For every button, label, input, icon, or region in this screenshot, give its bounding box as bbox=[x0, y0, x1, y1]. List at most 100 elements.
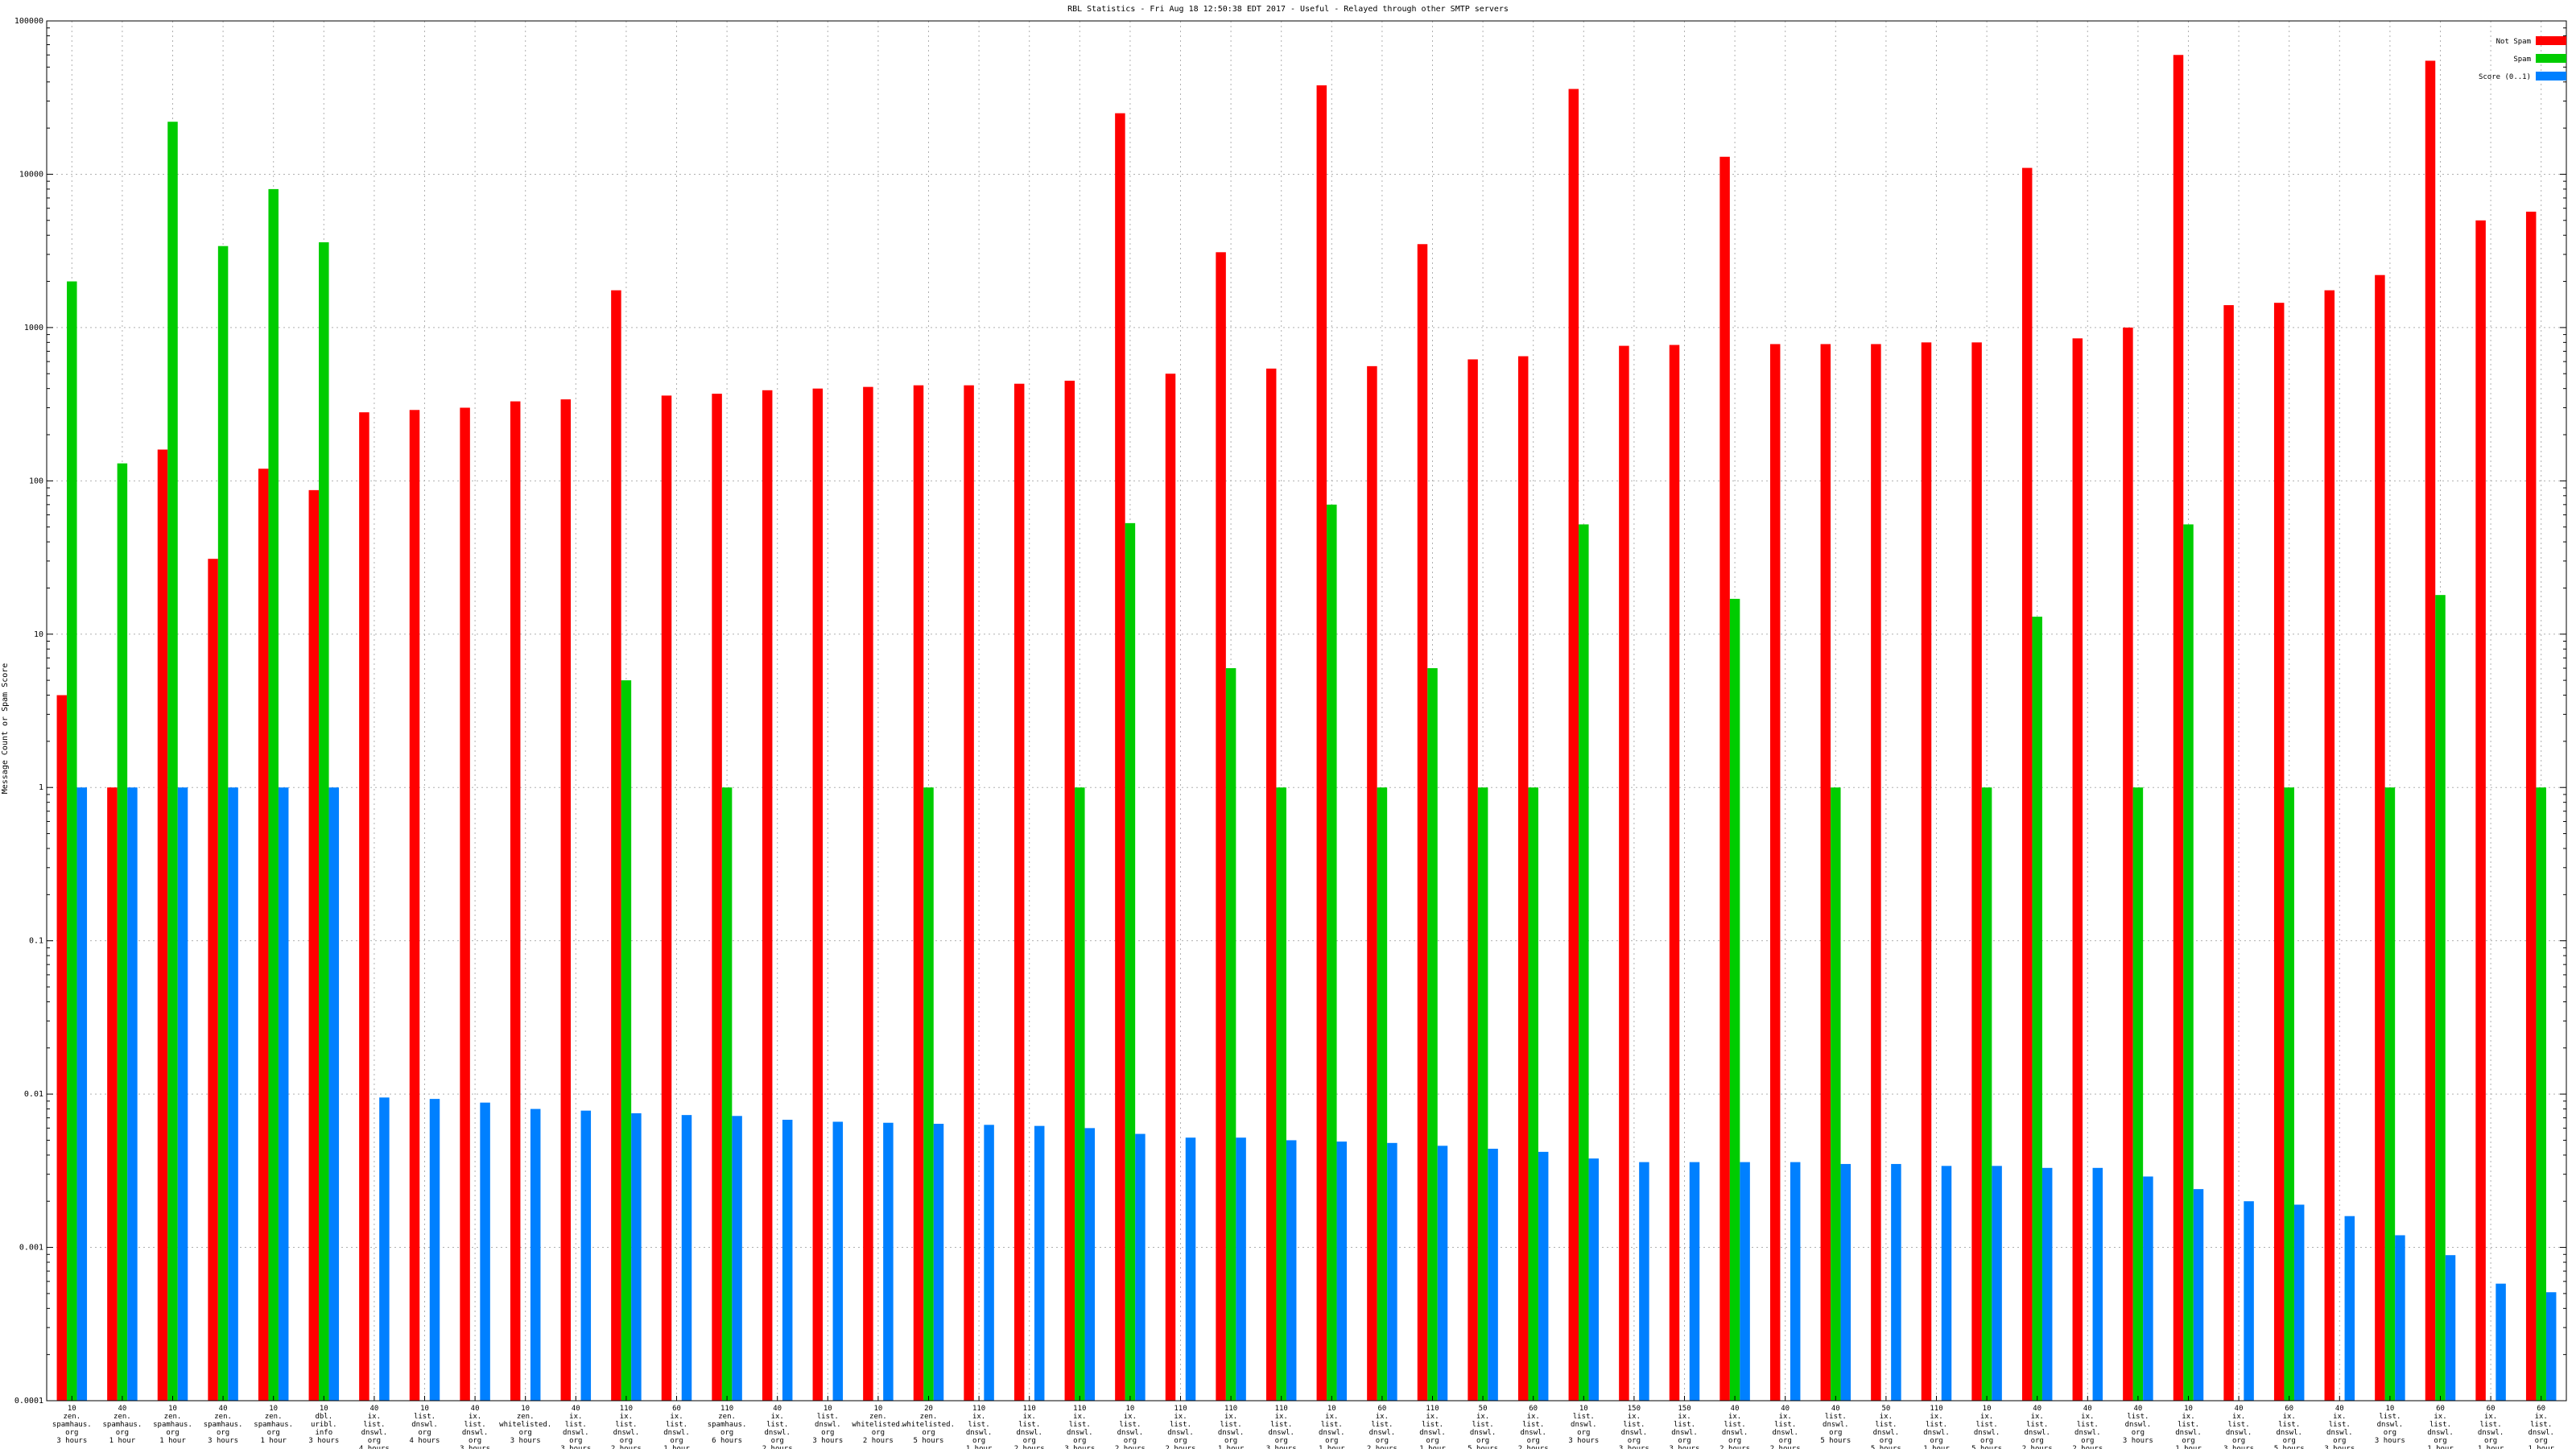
x-category-label-line: 2 hours bbox=[1770, 1445, 1801, 1449]
bar-not-spam bbox=[913, 385, 924, 1402]
x-category-label-line: spamhaus. bbox=[204, 1421, 243, 1429]
x-category-label-line: 3 hours bbox=[510, 1437, 541, 1445]
x-category-label-line: 110 bbox=[1224, 1405, 1237, 1413]
x-category-label-line: org bbox=[1426, 1437, 1439, 1445]
x-category-label-line: org bbox=[2333, 1437, 2346, 1445]
x-category-label-line: org bbox=[2132, 1429, 2145, 1437]
x-category-label-line: 2 hours bbox=[863, 1437, 894, 1445]
x-category-label-line: 3 hours bbox=[308, 1437, 339, 1445]
legend-swatch bbox=[2536, 54, 2566, 63]
x-category-label-line: 40 bbox=[2335, 1405, 2344, 1413]
x-category-label-line: ix. bbox=[1073, 1413, 1086, 1421]
bar-not-spam bbox=[2475, 220, 2486, 1401]
bar-not-spam bbox=[460, 407, 470, 1401]
x-category-label: 40 ix. list. dnswl. org 3 hours bbox=[2223, 1405, 2254, 1449]
x-category-label-line: dnswl. bbox=[1873, 1429, 1900, 1437]
x-category-label-line: 10 bbox=[824, 1405, 832, 1413]
x-category-label-line: 3 hours bbox=[460, 1445, 490, 1449]
x-category-label-line: spamhaus. bbox=[103, 1421, 142, 1429]
x-category-label-line: 60 bbox=[2436, 1405, 2445, 1413]
x-category-label-line: 1 hour bbox=[2478, 1445, 2504, 1449]
x-category-label: 40 zen. spamhaus. org 1 hour bbox=[103, 1405, 142, 1445]
bar-not-spam bbox=[812, 388, 824, 1402]
bar-score-0-1 bbox=[681, 1115, 692, 1401]
bar-score-0-1 bbox=[2193, 1189, 2204, 1401]
x-category-label: 150 ix. list. dnswl. org 3 hours bbox=[1619, 1405, 1649, 1449]
x-category-label-line: org bbox=[368, 1437, 381, 1445]
x-category-label-line: org bbox=[2484, 1437, 2497, 1445]
y-tick-label: 0.01 bbox=[24, 1090, 43, 1099]
x-category-label-line: 110 bbox=[1930, 1405, 1942, 1413]
bar-score-0-1 bbox=[379, 1097, 390, 1401]
x-category-label-line: org bbox=[1880, 1437, 1893, 1445]
bar-spam bbox=[2284, 787, 2294, 1401]
bar-spam bbox=[1225, 668, 1236, 1401]
x-category-label-line: org bbox=[217, 1429, 229, 1437]
bar-spam bbox=[167, 122, 178, 1402]
x-category-label-line: dnswl. bbox=[2377, 1421, 2404, 1429]
bar-not-spam bbox=[1417, 244, 1428, 1401]
x-category-label: 60 ix. list. dnswl. org 2 hours bbox=[1518, 1405, 1549, 1449]
x-category-label-line: org bbox=[519, 1429, 532, 1437]
bar-not-spam bbox=[1769, 344, 1781, 1402]
x-category-label: 40 ix. list. dnswl. org 2 hours bbox=[2072, 1405, 2103, 1449]
x-category-label-line: list. bbox=[2026, 1421, 2048, 1429]
x-category-label-line: ix. bbox=[2484, 1413, 2497, 1421]
x-category-label-line: org bbox=[1829, 1429, 1842, 1437]
x-category-label: 110 ix. list. dnswl. org 2 hours bbox=[1014, 1405, 1045, 1449]
bar-spam bbox=[923, 787, 934, 1401]
x-category-label-line: 3 hours bbox=[1568, 1437, 1599, 1445]
x-category-label-line: dnswl. bbox=[1571, 1421, 1597, 1429]
x-category-label-line: ix. bbox=[1678, 1413, 1690, 1421]
bar-spam bbox=[721, 787, 733, 1401]
x-category-label: 10 list. dnswl. org 3 hours bbox=[1568, 1405, 1599, 1445]
x-category-label: 10 list. dnswl. org 3 hours bbox=[2375, 1405, 2405, 1445]
x-category-label-line: ix. bbox=[2232, 1413, 2245, 1421]
bar-spam bbox=[1729, 598, 1740, 1401]
x-category-label-line: 3 hours bbox=[2223, 1445, 2254, 1449]
x-category-label: 40 ix. list. dnswl. org 2 hours bbox=[1719, 1405, 1750, 1449]
x-category-label-line: 10 bbox=[2184, 1405, 2193, 1413]
bar-score-0-1 bbox=[2445, 1255, 2456, 1401]
x-category-label-line: whitelisted. bbox=[499, 1421, 551, 1429]
x-category-label-line: org bbox=[771, 1437, 784, 1445]
x-category-label-line: 2 hours bbox=[2022, 1445, 2053, 1449]
x-category-label-line: list. bbox=[817, 1413, 839, 1421]
x-category-label-line: 3 hours bbox=[1064, 1445, 1095, 1449]
x-category-label-line: dnswl. bbox=[2125, 1421, 2152, 1429]
x-category-label-line: ix. bbox=[1426, 1413, 1439, 1421]
bar-not-spam bbox=[1316, 85, 1327, 1402]
x-category-label-line: list. bbox=[1119, 1421, 1141, 1429]
x-category-label-line: ix. bbox=[620, 1413, 633, 1421]
x-category-label-line: 40 bbox=[369, 1405, 378, 1413]
x-category-label-line: dnswl. bbox=[2427, 1429, 2454, 1437]
x-category-label-line: 3 hours bbox=[560, 1445, 591, 1449]
x-category-label-line: 2 hours bbox=[2072, 1445, 2103, 1449]
x-category-label: 60 ix. list. dnswl. org 5 hours bbox=[2274, 1405, 2305, 1449]
x-category-label-line: 50 bbox=[1479, 1405, 1488, 1413]
x-category-label: 10 zen. whitelisted. org 2 hours bbox=[852, 1405, 904, 1445]
x-category-label-line: 1 hour bbox=[1218, 1445, 1245, 1449]
x-category-label-line: 60 bbox=[1377, 1405, 1386, 1413]
x-category-label-line: ix. bbox=[2333, 1413, 2346, 1421]
x-category-label-line: 2 hours bbox=[1719, 1445, 1750, 1449]
bar-not-spam bbox=[1165, 374, 1176, 1401]
x-category-label-line: org bbox=[720, 1429, 733, 1437]
x-category-label-line: 40 bbox=[572, 1405, 580, 1413]
y-tick-label: 100 bbox=[29, 477, 43, 485]
x-category-label-line: 40 bbox=[471, 1405, 480, 1413]
x-category-label-line: dnswl. bbox=[1671, 1429, 1698, 1437]
bar-not-spam bbox=[2273, 303, 2285, 1402]
x-category-label-line: 110 bbox=[720, 1405, 733, 1413]
x-category-label-line: dnswl. bbox=[1117, 1429, 1144, 1437]
x-category-label-line: 110 bbox=[1426, 1405, 1439, 1413]
x-category-label-line: dbl. bbox=[315, 1413, 332, 1421]
chart-title: RBL Statistics - Fri Aug 18 12:50:38 EDT… bbox=[1067, 5, 1509, 14]
bar-score-0-1 bbox=[2496, 1283, 2506, 1401]
bar-score-0-1 bbox=[1941, 1166, 1952, 1401]
bar-not-spam bbox=[409, 410, 420, 1401]
bar-not-spam bbox=[56, 695, 68, 1401]
x-category-label-line: 10 bbox=[168, 1405, 177, 1413]
bar-not-spam bbox=[308, 489, 320, 1401]
x-category-label-line: list. bbox=[1069, 1421, 1091, 1429]
